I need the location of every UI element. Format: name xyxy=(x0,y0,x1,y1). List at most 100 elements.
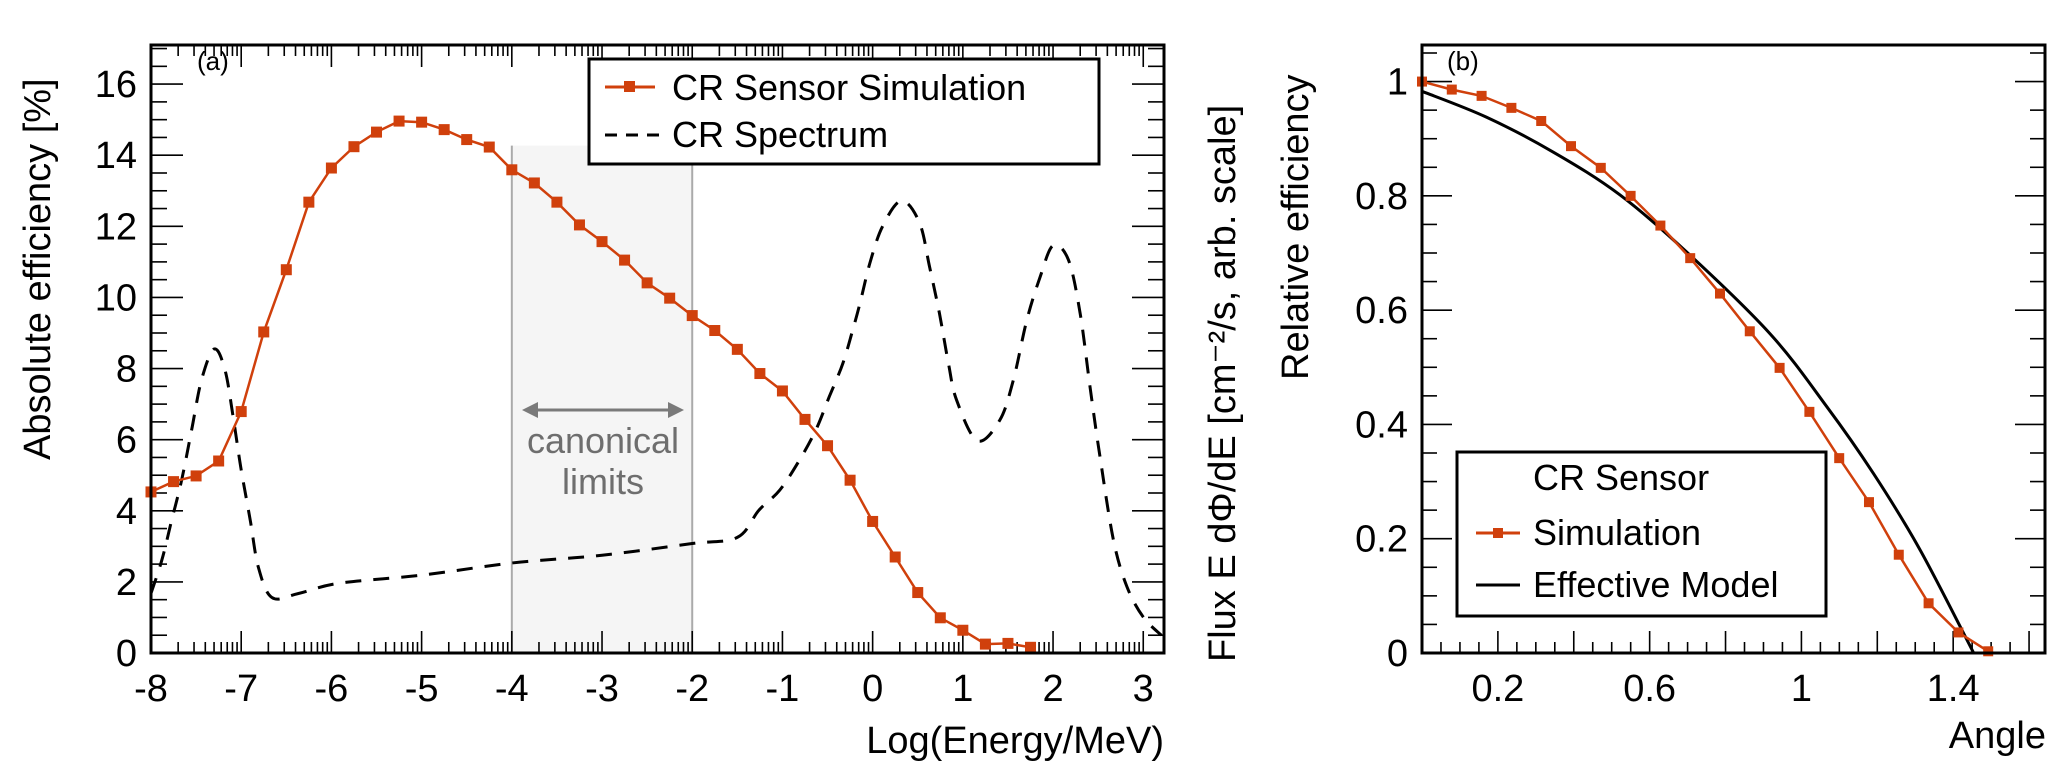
simulation-data-point xyxy=(461,134,473,146)
panel-b-y-tick-labels: 0 0.2 0.4 0.6 0.8 1 xyxy=(1355,62,1408,675)
panel-a-y-tick-labels: 0 2 4 6 8 10 12 14 16 xyxy=(95,64,137,675)
simulation-data-point xyxy=(1024,641,1036,653)
x-tick-label: 2 xyxy=(1042,668,1063,710)
x-tick-label: -1 xyxy=(766,668,800,710)
x-tick-label: -2 xyxy=(675,668,709,710)
legend-header-cr-sensor: CR Sensor xyxy=(1533,457,1709,498)
y-tick-label: 16 xyxy=(95,64,137,106)
y-tick-label: 0.8 xyxy=(1355,176,1408,218)
y-tick-label: 0.4 xyxy=(1355,404,1408,446)
simulation-data-point xyxy=(168,476,180,488)
simulation-data-point xyxy=(1863,497,1874,508)
simulation-data-point xyxy=(483,141,495,153)
simulation-data-point xyxy=(280,264,292,276)
simulation-data-point xyxy=(573,219,585,231)
panel-a-tag: (a) xyxy=(197,46,229,76)
y-tick-label: 10 xyxy=(95,277,137,319)
simulation-data-point xyxy=(393,115,405,127)
simulation-data-point xyxy=(416,116,428,128)
canonical-limits-label-line1: canonical xyxy=(527,420,679,461)
y-tick-label: 8 xyxy=(116,349,137,391)
y-tick-label: 0.2 xyxy=(1355,519,1408,561)
simulation-data-point xyxy=(776,385,788,397)
simulation-data-point xyxy=(1506,102,1517,113)
panel-a-x-tick-labels: -8 -7 -6 -5 -4 -3 -2 -1 0 1 2 3 xyxy=(134,668,1154,710)
simulation-data-point xyxy=(596,236,608,248)
simulation-data-point xyxy=(1625,190,1636,201)
simulation-data-point xyxy=(438,124,450,136)
simulation-data-point xyxy=(709,325,721,337)
y-tick-label: 0 xyxy=(116,633,137,675)
simulation-data-point xyxy=(867,515,879,527)
simulation-data-point xyxy=(213,455,225,467)
x-tick-label: -5 xyxy=(405,668,439,710)
panel-b-legend: CR Sensor Simulation Effective Model xyxy=(1455,450,1828,618)
simulation-data-point xyxy=(551,196,563,208)
simulation-data-point xyxy=(1565,141,1576,152)
simulation-data-point xyxy=(1714,288,1725,299)
panel-b-tag: (b) xyxy=(1447,46,1479,76)
simulation-data-point xyxy=(190,470,202,482)
simulation-data-point xyxy=(619,254,631,266)
panel-a-right-axis-title: Flux E dΦ/dE [cm⁻²/s, arb. scale] xyxy=(1202,105,1244,662)
simulation-data-point xyxy=(1476,90,1487,101)
cr-spectrum-line xyxy=(149,199,1163,637)
simulation-data-point xyxy=(235,406,247,418)
simulation-data-point xyxy=(1536,116,1547,126)
x-tick-label: 1 xyxy=(952,668,973,710)
cr-sensor-simulation-line xyxy=(150,119,1031,649)
simulation-data-point xyxy=(348,141,360,153)
legend-effective-model: Effective Model xyxy=(1533,564,1778,605)
y-tick-label: 0.6 xyxy=(1355,290,1408,332)
y-tick-label: 12 xyxy=(95,206,137,248)
x-tick-label: -7 xyxy=(224,668,258,710)
panel-a-frame xyxy=(149,43,1166,655)
panel-b: 0.2 0.6 1 1.4 0 0.2 0.4 0.6 0.8 1 (b) CR Sensor … xyxy=(1275,43,2047,757)
simulation-data-point xyxy=(371,126,383,138)
y-tick-label: 14 xyxy=(95,135,137,177)
simulation-data-point xyxy=(1744,326,1755,337)
y-tick-label: 1 xyxy=(1387,62,1408,104)
legend-simulation-marker xyxy=(624,81,635,92)
panel-b-frame xyxy=(1420,43,2047,655)
simulation-data-point xyxy=(889,551,901,563)
panel-a-legend: CR Sensor Simulation CR Spectrum xyxy=(587,57,1101,166)
y-tick-label: 0 xyxy=(1387,633,1408,675)
simulation-data-point xyxy=(912,587,924,599)
simulation-data-point xyxy=(506,164,518,176)
simulation-data-point xyxy=(303,196,315,208)
panel-b-x-axis-title: Angle xyxy=(1949,715,2046,757)
panel-a-y-axis-title: Absolute efficiency [%] xyxy=(17,78,59,460)
simulation-data-point xyxy=(1983,646,1994,657)
simulation-data-point xyxy=(1685,253,1696,264)
simulation-data-point xyxy=(822,440,834,452)
simulation-data-point xyxy=(979,638,991,650)
simulation-data-point xyxy=(1953,627,1964,638)
simulation-data-point xyxy=(844,474,856,486)
x-tick-label: -8 xyxy=(134,668,168,710)
x-tick-label: 1 xyxy=(1791,668,1812,710)
x-tick-label: 1.4 xyxy=(1927,668,1980,710)
simulation-data-point xyxy=(528,177,540,189)
simulation-data-point xyxy=(1923,598,1934,609)
simulation-data-point xyxy=(1002,637,1014,649)
x-tick-label: 0.2 xyxy=(1471,668,1524,710)
panel-b-ticks xyxy=(1422,52,2045,653)
simulation-data-point xyxy=(258,326,270,338)
x-tick-label: -4 xyxy=(495,668,529,710)
panel-a-ticks xyxy=(150,45,1164,654)
simulation-data-point xyxy=(934,612,946,624)
simulation-data-point xyxy=(1595,162,1606,173)
x-tick-label: -6 xyxy=(315,668,349,710)
canonical-limits-arrow xyxy=(522,402,684,418)
simulation-markers xyxy=(1417,76,1994,657)
x-tick-label: 0 xyxy=(862,668,883,710)
legend-simulation-marker xyxy=(1493,528,1503,538)
simulation-data-point xyxy=(957,624,969,636)
x-tick-label: 3 xyxy=(1133,668,1154,710)
legend-simulation: Simulation xyxy=(1533,512,1701,553)
x-tick-label: -3 xyxy=(585,668,619,710)
panel-b-x-tick-labels: 0.2 0.6 1 1.4 xyxy=(1471,668,1979,710)
